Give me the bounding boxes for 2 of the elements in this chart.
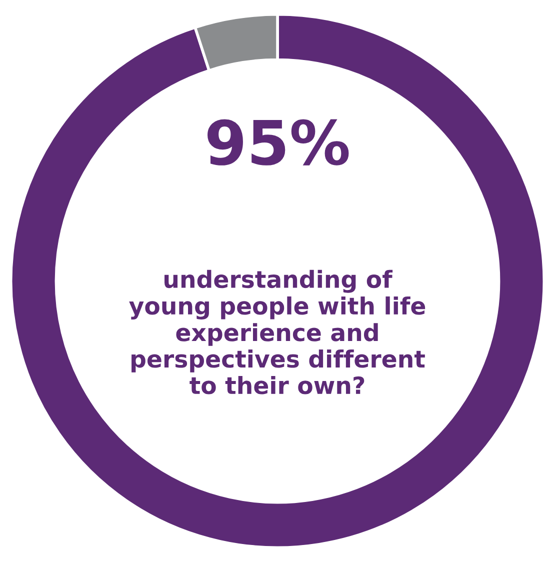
text: understanding of young people with life experience and perspectives different to their own?: [129, 270, 426, 394]
data-label: 95%: [208, 119, 349, 166]
